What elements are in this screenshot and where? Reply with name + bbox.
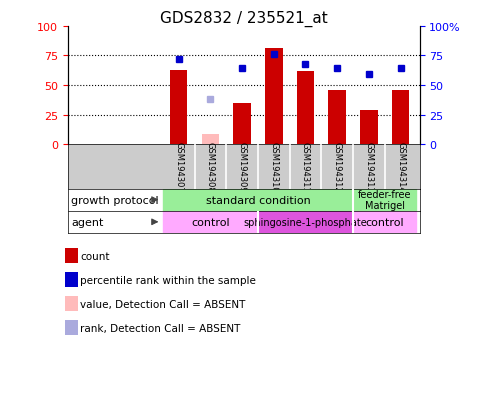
Text: value, Detection Call = ABSENT: value, Detection Call = ABSENT bbox=[80, 299, 245, 309]
Bar bbox=[201, 134, 219, 145]
Bar bbox=[352, 189, 415, 211]
Bar bbox=[391, 90, 408, 145]
Bar bbox=[163, 189, 352, 211]
Bar bbox=[163, 211, 257, 233]
Bar bbox=[170, 71, 187, 145]
Text: rank, Detection Call = ABSENT: rank, Detection Call = ABSENT bbox=[80, 323, 240, 333]
Text: GSM194312: GSM194312 bbox=[332, 142, 341, 192]
Text: GSM194313: GSM194313 bbox=[363, 142, 373, 192]
Bar bbox=[257, 211, 352, 233]
Bar bbox=[233, 104, 250, 145]
Bar bbox=[352, 211, 415, 233]
Text: GSM194307: GSM194307 bbox=[174, 142, 183, 192]
Text: percentile rank within the sample: percentile rank within the sample bbox=[80, 275, 256, 285]
Text: GSM194309: GSM194309 bbox=[237, 142, 246, 192]
Bar bbox=[296, 72, 314, 145]
Text: sphingosine-1-phosphate: sphingosine-1-phosphate bbox=[243, 217, 366, 227]
Text: growth protocol: growth protocol bbox=[71, 195, 158, 205]
Text: GSM194314: GSM194314 bbox=[395, 142, 404, 192]
Text: GSM194311: GSM194311 bbox=[301, 142, 309, 192]
Text: GSM194310: GSM194310 bbox=[269, 142, 278, 192]
Bar bbox=[360, 111, 377, 145]
Text: count: count bbox=[80, 251, 109, 261]
Title: GDS2832 / 235521_at: GDS2832 / 235521_at bbox=[160, 11, 327, 27]
Bar bbox=[265, 49, 282, 145]
Text: control: control bbox=[364, 217, 403, 227]
Text: GSM194308: GSM194308 bbox=[206, 142, 214, 192]
Text: agent: agent bbox=[71, 217, 103, 227]
Text: feeder-free
Matrigel: feeder-free Matrigel bbox=[357, 190, 410, 211]
Bar bbox=[328, 90, 345, 145]
Text: control: control bbox=[191, 217, 229, 227]
Text: standard condition: standard condition bbox=[205, 195, 310, 205]
